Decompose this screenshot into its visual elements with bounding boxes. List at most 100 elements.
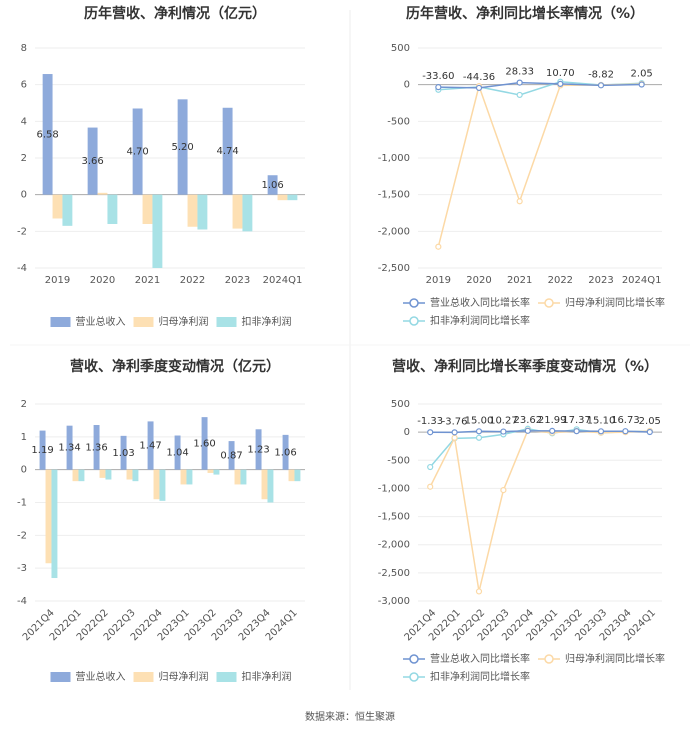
x-tick-label: 2019 bbox=[426, 275, 451, 286]
line bbox=[437, 83, 642, 247]
bar bbox=[222, 107, 233, 195]
bar bbox=[87, 127, 98, 195]
y-tick-label: -2 bbox=[17, 226, 27, 237]
value-label: 1.60 bbox=[193, 438, 215, 449]
y-tick-label: 2 bbox=[21, 399, 27, 410]
bar bbox=[99, 469, 106, 478]
legend-label: 营业总收入 bbox=[76, 315, 126, 328]
bar bbox=[51, 469, 58, 579]
point bbox=[475, 428, 483, 435]
value-label: 15.00 bbox=[465, 415, 494, 426]
legend-swatch bbox=[409, 654, 419, 664]
bar bbox=[142, 194, 153, 224]
bar bbox=[180, 469, 187, 485]
value-label: 3.66 bbox=[81, 156, 103, 167]
y-tick-label: -2 bbox=[17, 530, 27, 541]
value-label: 17.37 bbox=[562, 415, 591, 426]
y-tick-label: -4 bbox=[17, 596, 27, 607]
value-label: 4.74 bbox=[216, 146, 238, 157]
line bbox=[430, 430, 650, 434]
value-label: 1.34 bbox=[58, 443, 80, 454]
y-tick-label: 0 bbox=[404, 80, 410, 91]
legend-swatch bbox=[133, 672, 154, 682]
bar bbox=[105, 469, 112, 480]
value-label: 4.70 bbox=[126, 147, 148, 158]
bar bbox=[197, 194, 208, 230]
bar bbox=[294, 469, 301, 482]
point bbox=[475, 84, 483, 92]
point bbox=[516, 198, 523, 205]
bar bbox=[267, 469, 274, 503]
point bbox=[549, 427, 556, 435]
y-tick-label: 500 bbox=[391, 43, 410, 54]
value-label: -8.82 bbox=[588, 69, 614, 80]
value-label: 6.58 bbox=[36, 129, 58, 140]
legend-swatch bbox=[544, 654, 554, 664]
line bbox=[429, 428, 650, 468]
bar bbox=[187, 194, 198, 227]
x-tick-label: 2024Q1 bbox=[622, 275, 662, 286]
bar bbox=[159, 469, 166, 501]
point bbox=[597, 428, 605, 435]
legend-swatch bbox=[544, 298, 554, 308]
value-label: -3.76 bbox=[442, 416, 468, 427]
y-tick-label: 1 bbox=[21, 432, 27, 443]
value-label: 28.33 bbox=[505, 67, 534, 78]
point bbox=[475, 434, 483, 441]
bar bbox=[267, 175, 278, 195]
value-label: 1.47 bbox=[139, 441, 161, 452]
y-tick-label: 2 bbox=[21, 153, 27, 164]
chart-title: 历年营收、净利情况（亿元） bbox=[84, 5, 266, 22]
bar bbox=[288, 469, 295, 482]
bar bbox=[255, 429, 262, 470]
value-label: 1.06 bbox=[274, 447, 296, 458]
legend-label: 营业总收入同比增长率 bbox=[430, 652, 530, 665]
bar bbox=[153, 469, 160, 500]
value-label: 1.04 bbox=[166, 448, 188, 459]
legend-swatch bbox=[409, 298, 419, 308]
point bbox=[451, 434, 458, 441]
x-tick-label: 2021 bbox=[507, 275, 532, 286]
y-tick-label: -2,500 bbox=[378, 568, 410, 579]
bar bbox=[45, 469, 52, 564]
y-tick-label: -3 bbox=[17, 563, 27, 574]
value-label: 2.05 bbox=[639, 416, 661, 427]
value-label: 15.10 bbox=[587, 415, 616, 426]
value-label: 23.62 bbox=[513, 415, 542, 426]
bar bbox=[240, 469, 247, 485]
point bbox=[638, 81, 645, 88]
y-tick-label: 8 bbox=[21, 43, 27, 54]
bar bbox=[126, 469, 133, 480]
point bbox=[573, 428, 580, 435]
point bbox=[516, 91, 523, 99]
point bbox=[516, 79, 523, 86]
line bbox=[438, 81, 642, 89]
legend-label: 营业总收入 bbox=[76, 670, 126, 683]
x-tick-label: 2023 bbox=[225, 275, 250, 286]
y-tick-label: -1 bbox=[17, 498, 27, 509]
y-tick-label: -1,000 bbox=[378, 153, 410, 164]
bar bbox=[201, 417, 208, 470]
legend-swatch bbox=[216, 317, 237, 327]
value-label: 1.06 bbox=[261, 180, 283, 191]
y-tick-label: 4 bbox=[21, 116, 27, 127]
y-tick-label: -500 bbox=[387, 455, 410, 466]
legend-swatch bbox=[133, 317, 154, 327]
point bbox=[622, 428, 629, 435]
point bbox=[435, 84, 442, 91]
value-label: -44.36 bbox=[463, 72, 495, 83]
bar bbox=[174, 435, 181, 470]
legend-label: 归母净利润 bbox=[159, 315, 209, 328]
value-label: 0.87 bbox=[220, 450, 242, 461]
point bbox=[597, 82, 605, 89]
bar bbox=[207, 469, 214, 473]
x-tick-label: 2023 bbox=[588, 275, 613, 286]
y-tick-label: -1,500 bbox=[378, 512, 410, 523]
source: 数据来源：恒生聚源 bbox=[305, 710, 395, 723]
bar bbox=[66, 425, 73, 470]
value-label: 10.27 bbox=[489, 416, 518, 427]
legend-label: 归母净利润 bbox=[159, 670, 209, 683]
bar bbox=[186, 469, 193, 485]
bar bbox=[97, 192, 108, 195]
bar bbox=[242, 194, 253, 232]
